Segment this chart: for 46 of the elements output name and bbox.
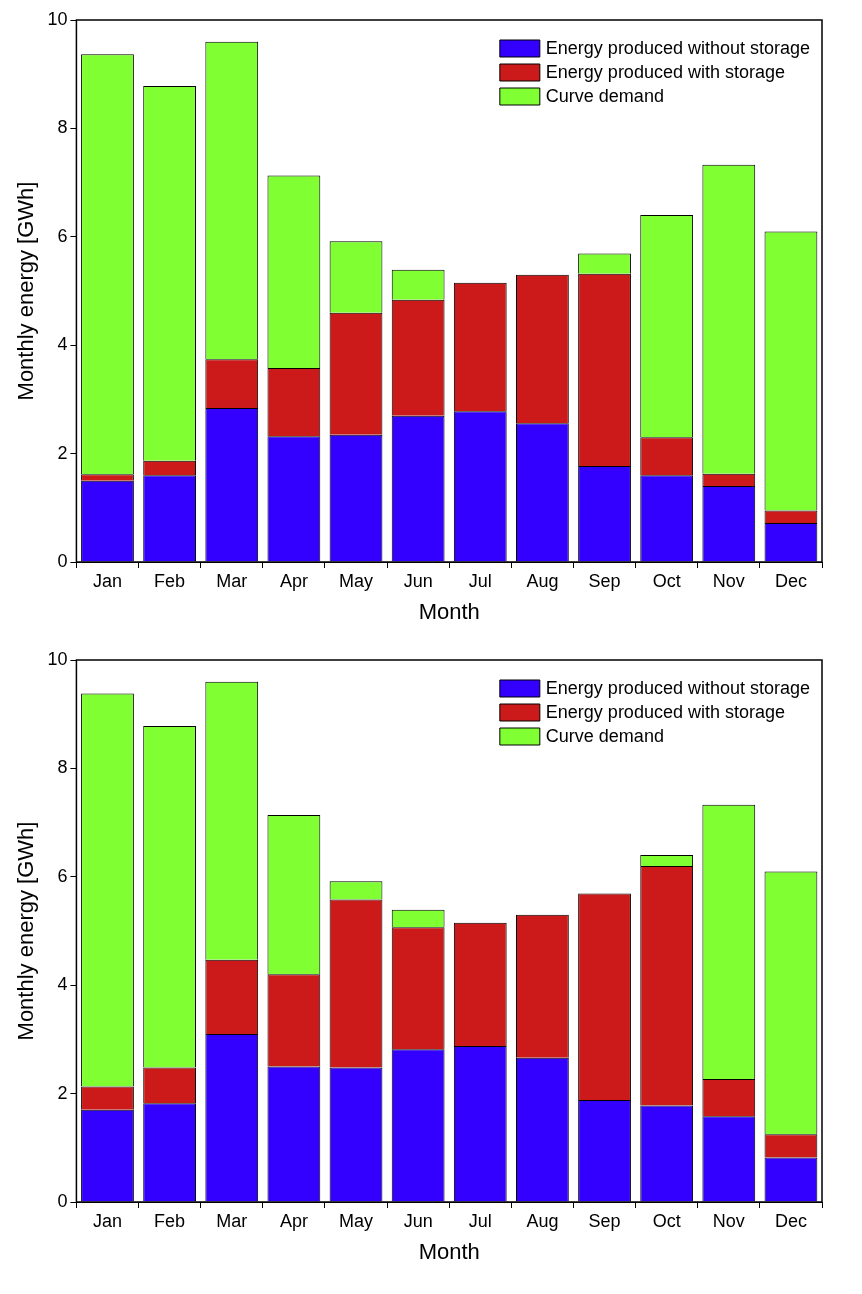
y-tick-label: 0 — [57, 1190, 68, 1211]
legend-label: Curve demand — [545, 85, 664, 106]
x-tick-label: May — [339, 1210, 374, 1231]
x-tick-label: Oct — [652, 570, 681, 591]
legend-label: Energy produced without storage — [545, 37, 811, 58]
x-tick-label: Dec — [774, 570, 807, 591]
x-tick-label: Feb — [154, 1210, 186, 1231]
x-tick-label: Mar — [216, 1210, 248, 1231]
y-tick-label: 2 — [57, 1082, 68, 1103]
x-tick-label: Nov — [712, 1210, 745, 1231]
legend-label: Energy produced with storage — [545, 701, 785, 722]
x-axis-title: Month — [418, 598, 480, 624]
x-tick-label: May — [339, 570, 374, 591]
legend-label: Energy produced with storage — [545, 61, 785, 82]
x-tick-label: Jul — [468, 570, 492, 591]
y-tick-label: 6 — [57, 865, 68, 886]
x-tick-label: Jun — [403, 570, 433, 591]
x-tick-label: Jan — [92, 1210, 122, 1231]
y-tick-label: 4 — [57, 334, 68, 355]
y-tick-label: 8 — [57, 117, 68, 138]
y-tick-label: 10 — [47, 648, 68, 669]
x-tick-label: Apr — [279, 1210, 308, 1231]
x-tick-label: Aug — [526, 1210, 559, 1231]
y-tick-label: 8 — [57, 757, 68, 778]
y-tick-label: 6 — [57, 225, 68, 246]
x-tick-label: Sep — [588, 570, 621, 591]
legend-label: Energy produced without storage — [545, 677, 811, 698]
x-tick-label: Apr — [279, 570, 308, 591]
y-axis-title: Monthly energy [GWh] — [13, 181, 39, 401]
x-tick-label: Jun — [403, 1210, 433, 1231]
y-tick-label: 0 — [57, 550, 68, 571]
y-tick-label: 2 — [57, 442, 68, 463]
y-axis-title: Monthly energy [GWh] — [13, 821, 39, 1041]
x-tick-label: Oct — [652, 1210, 681, 1231]
legend-label: Curve demand — [545, 725, 664, 746]
x-tick-label: Dec — [774, 1210, 807, 1231]
x-tick-label: Jan — [92, 570, 122, 591]
x-tick-label: Mar — [216, 570, 248, 591]
x-tick-label: Sep — [588, 1210, 621, 1231]
y-tick-label: 10 — [47, 8, 68, 29]
x-tick-label: Feb — [154, 570, 186, 591]
x-tick-label: Nov — [712, 570, 745, 591]
y-tick-label: 4 — [57, 974, 68, 995]
x-tick-label: Aug — [526, 570, 559, 591]
x-axis-title: Month — [418, 1238, 480, 1264]
x-tick-label: Jul — [468, 1210, 492, 1231]
